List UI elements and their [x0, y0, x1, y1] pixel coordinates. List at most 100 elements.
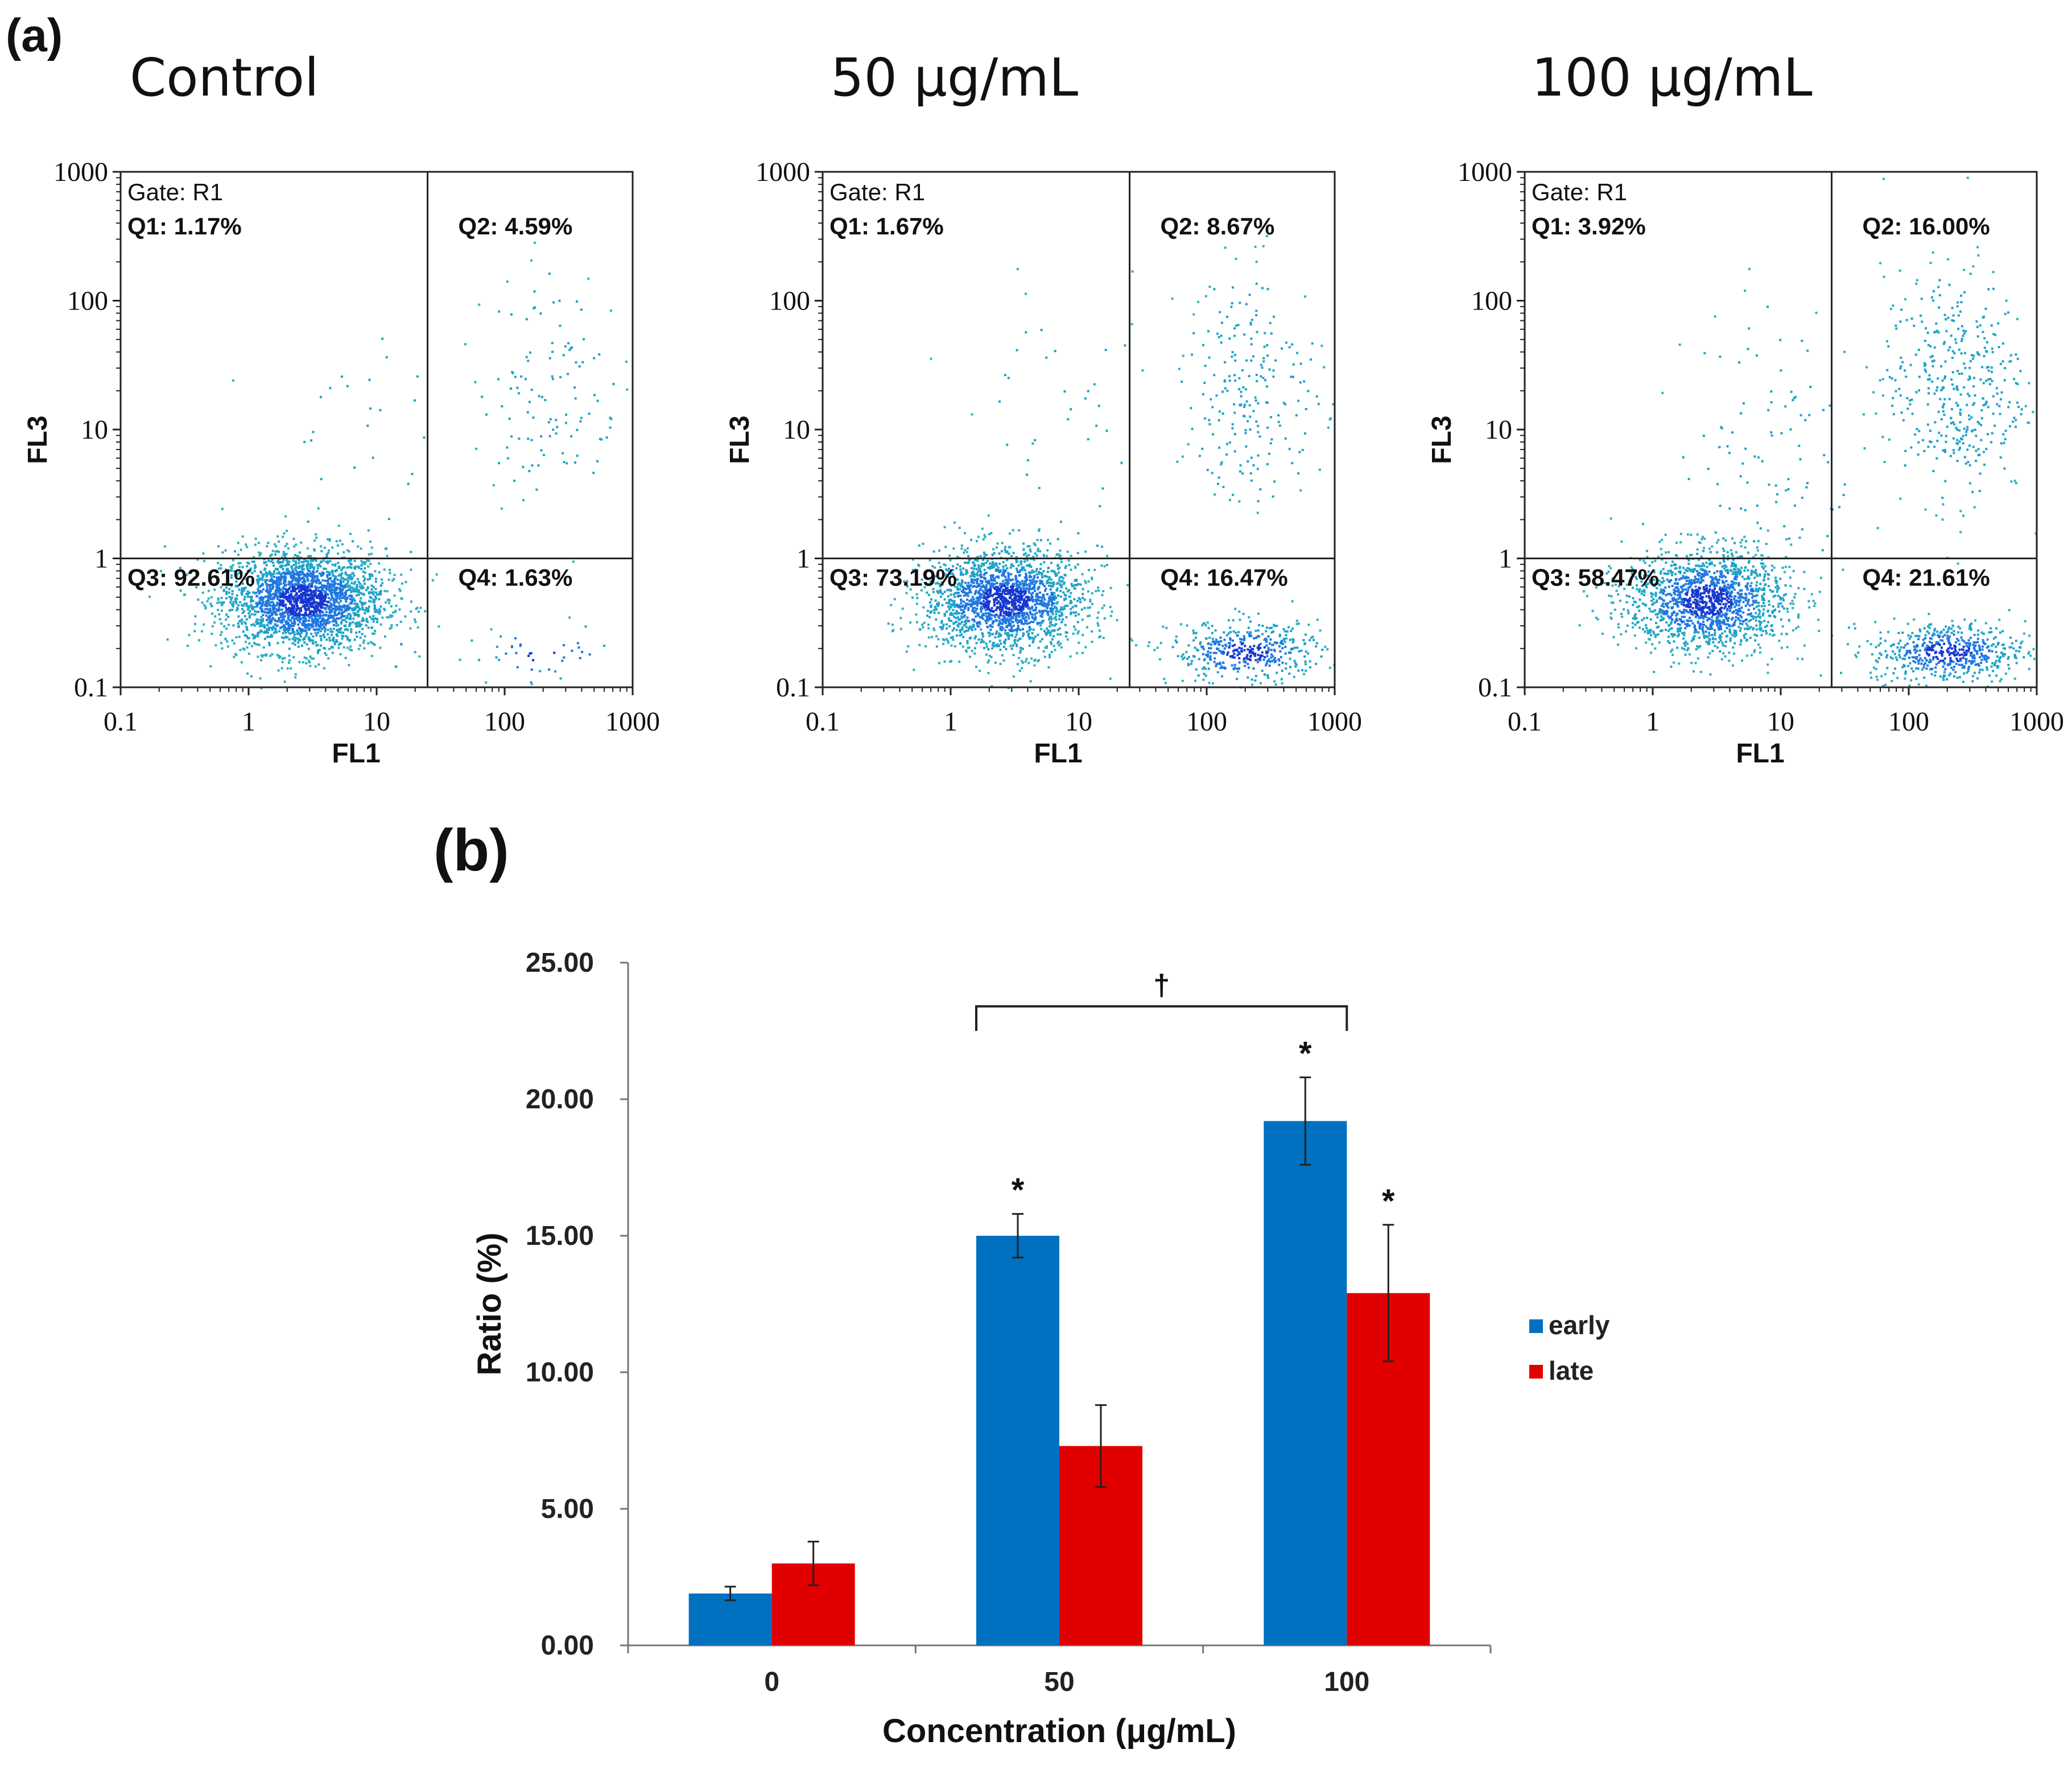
scatter-point: [1310, 636, 1313, 639]
scatter-point: [315, 559, 317, 562]
scatter-point: [1301, 669, 1304, 671]
scatter-point: [302, 638, 304, 641]
scatter-point: [334, 619, 337, 622]
scatter-point: [1147, 645, 1150, 647]
scatter-point: [964, 624, 967, 626]
scatter-point: [990, 532, 993, 535]
scatter-point: [956, 595, 959, 598]
scatter-point: [927, 577, 930, 580]
scatter-point: [936, 574, 939, 577]
scatter-point: [321, 618, 324, 621]
scatter-point: [310, 657, 313, 659]
scatter-point: [241, 535, 244, 538]
scatter-point: [331, 646, 333, 649]
scatter-point: [291, 622, 294, 625]
scatter-point: [1025, 616, 1027, 618]
scatter-point: [980, 641, 983, 644]
scatter-point: [350, 566, 353, 569]
scatter-point: [280, 636, 283, 639]
scatter-point: [960, 590, 963, 593]
scatter-point: [419, 606, 422, 609]
scatter-point: [1012, 593, 1014, 596]
scatter-point: [1243, 649, 1246, 651]
scatter-point: [241, 589, 244, 592]
scatter-point: [240, 620, 243, 622]
scatter-point: [1087, 615, 1089, 617]
scatter-point: [252, 600, 254, 603]
scatter-point: [263, 626, 266, 629]
scatter-point: [268, 603, 271, 605]
scatter-point: [329, 583, 332, 585]
scatter-point: [261, 625, 263, 628]
scatter-point: [1042, 596, 1045, 599]
scatter-point: [207, 589, 210, 592]
scatter-point: [261, 608, 263, 611]
scatter-point: [1070, 568, 1072, 571]
scatter-point: [244, 641, 247, 643]
scatter-point: [345, 617, 348, 619]
scatter-point: [942, 626, 944, 628]
scatter-point: [279, 588, 282, 591]
scatter-point: [353, 582, 356, 585]
scatter-point: [315, 533, 317, 536]
scatter-point: [267, 600, 270, 603]
scatter-point: [915, 603, 918, 605]
scatter-point: [246, 635, 248, 638]
scatter-point: [1278, 635, 1281, 638]
scatter-point: [983, 597, 985, 600]
scatter-point: [998, 617, 1001, 620]
scatter-point: [1027, 606, 1030, 609]
scatter-point: [1029, 628, 1032, 631]
scatter-point: [574, 397, 577, 400]
scatter-point: [1007, 581, 1010, 584]
scatter-point: [264, 595, 267, 598]
scatter-point: [372, 620, 375, 623]
scatter-point: [1034, 609, 1037, 612]
scatter-point: [985, 554, 988, 556]
scatter-point: [956, 605, 959, 608]
scatter-point: [263, 631, 266, 634]
scatter-point: [279, 583, 282, 585]
scatter-point: [1005, 603, 1008, 605]
scatter-point: [195, 571, 197, 574]
scatter-point: [1260, 682, 1262, 684]
scatter-point: [1001, 597, 1004, 600]
scatter-point: [1003, 600, 1006, 603]
scatter-point: [261, 610, 263, 613]
scatter-point: [1032, 639, 1035, 642]
scatter-point: [1254, 629, 1257, 632]
scatter-point: [1257, 648, 1260, 651]
scatter-point: [1195, 637, 1197, 639]
scatter-point: [265, 564, 268, 567]
scatter-point: [303, 560, 306, 563]
scatter-point: [210, 596, 213, 599]
scatter-point: [324, 607, 327, 610]
scatter-point: [1026, 559, 1029, 562]
scatter-point: [299, 573, 302, 576]
scatter-point: [514, 637, 517, 639]
scatter-point: [1045, 587, 1047, 590]
scatter-point: [1057, 640, 1060, 643]
scatter-point: [340, 574, 342, 577]
scatter-point: [1234, 608, 1237, 610]
scatter-point: [245, 573, 247, 576]
scatter-point: [277, 591, 280, 593]
scatter-point: [1031, 569, 1034, 572]
scatter-point: [351, 576, 354, 579]
scatter-point: [195, 586, 198, 589]
scatter-point: [375, 593, 378, 596]
scatter-point: [290, 603, 292, 605]
scatter-point: [328, 639, 331, 642]
scatter-point: [247, 612, 250, 615]
scatter-point: [943, 613, 946, 615]
scatter-point: [974, 602, 977, 605]
scatter-point: [1287, 651, 1290, 654]
scatter-point: [1023, 602, 1026, 605]
scatter-point: [952, 573, 955, 576]
scatter-point: [592, 472, 595, 474]
scatter-point: [299, 635, 302, 638]
scatter-point: [959, 595, 962, 597]
scatter-point: [1246, 631, 1249, 634]
scatter-point: [961, 645, 964, 648]
scatter-point: [304, 593, 307, 596]
